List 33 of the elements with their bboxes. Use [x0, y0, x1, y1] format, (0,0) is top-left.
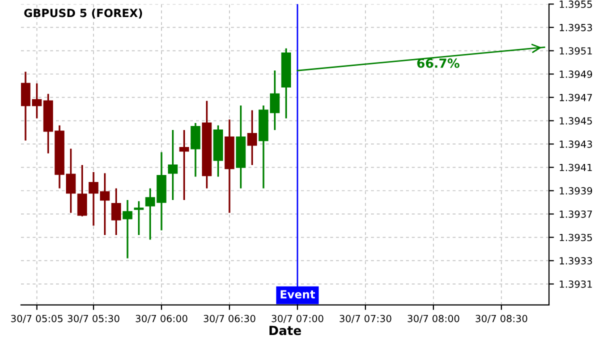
y-tick-label: 1.3931 — [560, 280, 592, 288]
y-tick-label: 1.3949 — [560, 70, 592, 78]
x-tick-label: 30/7 06:00 — [136, 314, 188, 323]
chart-title: GBPUSD 5 (FOREX) — [24, 8, 142, 18]
y-tick-label: 1.3935 — [560, 234, 592, 242]
candlestick — [190, 122, 200, 178]
candlestick — [168, 129, 178, 201]
x-axis-title: Date — [270, 326, 302, 336]
x-tick-label: 30/7 08:00 — [408, 314, 460, 323]
y-tick-label: 1.3941 — [560, 164, 592, 172]
candlestick — [134, 200, 144, 236]
x-tick-label: 30/7 05:30 — [68, 314, 120, 323]
y-tick-label: 1.3955 — [560, 0, 592, 8]
candlestick — [77, 164, 88, 218]
y-tick-label: 1.3953 — [560, 24, 592, 32]
y-tick-label: 1.3943 — [560, 140, 592, 148]
candlestick — [122, 199, 132, 260]
y-tick-label: 1.3937 — [560, 210, 592, 218]
ref-line-label: Event — [280, 290, 316, 298]
x-tick-label: 30/7 08:30 — [476, 314, 528, 323]
x-tick-label: 30/7 05:05 — [11, 314, 62, 323]
x-tick-label: 30/7 07:00 — [272, 314, 324, 323]
y-tick-label: 1.3945 — [560, 117, 592, 125]
candlestick — [247, 109, 257, 166]
y-tick-label: 1.3939 — [560, 187, 592, 195]
x-tick-label: 30/7 07:30 — [340, 314, 392, 323]
x-tick-label: 30/7 06:30 — [204, 314, 256, 323]
y-tick-label: 1.3933 — [560, 257, 592, 264]
annotation: 66.7% — [417, 58, 460, 68]
y-tick-label: 1.3951 — [560, 47, 592, 55]
candlestick — [179, 129, 190, 201]
candlestick — [111, 188, 122, 236]
y-tick-label: 1.3947 — [560, 94, 592, 102]
